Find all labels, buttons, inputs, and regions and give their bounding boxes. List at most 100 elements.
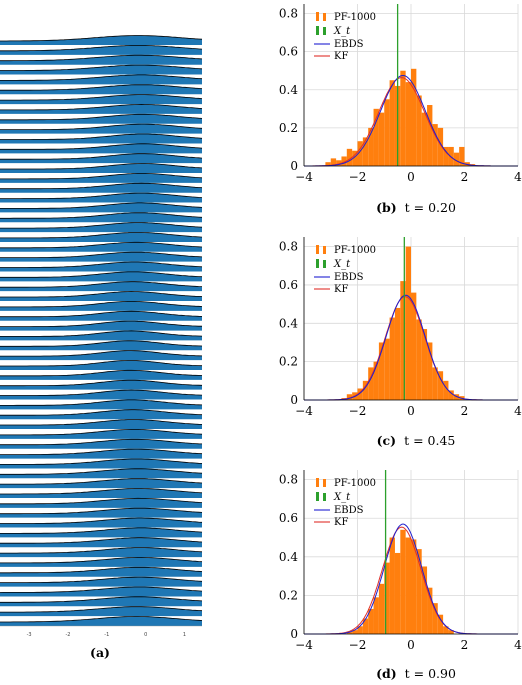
ridge-fill: [0, 321, 202, 331]
histogram-bar: [448, 390, 454, 400]
ridge-fill: [0, 419, 202, 430]
ridge-line: [0, 517, 203, 524]
ridge-line: [0, 173, 203, 180]
ridge-fill: [0, 84, 202, 95]
y-tick-label: 0.2: [279, 355, 298, 369]
histogram-bar: [346, 148, 353, 166]
histogram-bar: [357, 626, 363, 634]
ridge-line: [0, 84, 203, 91]
ridge-line: [0, 153, 203, 160]
ridge-fill: [0, 301, 202, 311]
ridgeline-x-axis: -3 -2 -1 0 1: [0, 625, 202, 638]
ridge-line: [0, 133, 203, 140]
ridge-line: [0, 409, 203, 416]
x-tick-label: −2: [349, 638, 367, 652]
ridge-fill: [0, 35, 202, 45]
ridge-fill: [0, 311, 202, 321]
ridge-fill: [0, 606, 202, 617]
caption-d: (d) t = 0.90: [376, 666, 456, 681]
legend-swatch-xt: [316, 259, 319, 268]
y-tick-label: 0.8: [279, 473, 298, 487]
ridge-fill: [0, 587, 202, 597]
ridge-line: [0, 103, 203, 111]
ridge-line: [0, 301, 203, 308]
ridge-line: [0, 557, 203, 564]
ridge-line: [0, 389, 203, 396]
histogram-bar: [421, 329, 428, 400]
histogram-bar: [405, 537, 411, 634]
ridge-line: [0, 576, 203, 583]
histogram-bar: [384, 562, 390, 634]
ridge-fill: [0, 350, 202, 361]
caption-b-text: t = 0.20: [405, 200, 456, 215]
ridge-line: [0, 64, 203, 71]
x-tick-label: −4: [295, 170, 313, 184]
ridge-line: [0, 113, 203, 121]
ridge-line: [0, 488, 203, 495]
histogram-bar: [416, 319, 422, 400]
histogram-bar: [421, 112, 428, 166]
caption-b: (b) t = 0.20: [376, 200, 456, 215]
legend-label-ebds: EBDS: [334, 39, 364, 50]
ridgeline-panel: [0, 35, 203, 626]
ridge-line: [0, 429, 203, 436]
histogram-bar: [378, 583, 385, 634]
ridge-line: [0, 54, 203, 62]
ridge-line: [0, 360, 203, 367]
histogram-bar: [411, 68, 417, 166]
histogram-bar: [427, 105, 433, 166]
histogram-bar: [432, 367, 438, 400]
y-tick-label: 0.2: [279, 121, 298, 135]
legend-label-xt: X_t: [333, 492, 351, 503]
ridge-line: [0, 547, 203, 554]
ridge-line: [0, 448, 203, 455]
ridge-fill: [0, 439, 202, 449]
ridge-line: [0, 596, 203, 603]
y-tick-label: 0: [290, 393, 298, 407]
histogram-bar: [373, 597, 379, 634]
ridge-fill: [0, 74, 202, 85]
ridge-line: [0, 527, 203, 534]
legend-label-xt: X_t: [333, 259, 351, 270]
histogram-bar: [325, 162, 331, 166]
ridge-line: [0, 45, 203, 52]
histogram-bar: [373, 361, 379, 400]
legend-label-ebds: EBDS: [334, 505, 364, 516]
ridge-fill: [0, 459, 202, 469]
ridge-line: [0, 379, 203, 387]
ridge-line: [0, 586, 203, 593]
ridge-line: [0, 281, 203, 288]
ridge-fill: [0, 222, 202, 233]
histogram-bar: [443, 146, 449, 166]
ridge-x-tick-label: 0: [144, 632, 147, 638]
histogram-bar: [357, 141, 363, 166]
ridge-fill: [0, 45, 202, 55]
ridge-fill: [0, 134, 202, 144]
histogram-bar: [368, 127, 374, 166]
ridge-fill: [0, 409, 202, 420]
ridge-line: [0, 192, 203, 199]
histogram-bar: [437, 127, 444, 166]
histogram-bar: [437, 614, 444, 634]
ridge-line: [0, 399, 203, 406]
histogram-bar: [352, 150, 358, 166]
histogram-bar: [357, 388, 363, 400]
legend-label-pf: PF-1000: [334, 478, 376, 489]
ridge-line: [0, 458, 203, 465]
ridge-line: [0, 291, 203, 298]
ridge-line: [0, 251, 203, 258]
x-tick-label: 4: [514, 170, 522, 184]
ridge-line: [0, 202, 203, 209]
histogram-bar: [405, 246, 411, 400]
ridge-line: [0, 35, 203, 42]
y-tick-label: 0: [290, 627, 298, 641]
ridge-fill: [0, 153, 202, 164]
histogram-bar: [389, 80, 395, 166]
y-tick-label: 0.4: [279, 316, 298, 330]
ridge-fill: [0, 340, 202, 351]
ridge-x-tick-label: -2: [66, 632, 71, 638]
histogram-bar: [421, 566, 428, 634]
ridge-line: [0, 369, 203, 377]
ridge-fill: [0, 527, 202, 538]
